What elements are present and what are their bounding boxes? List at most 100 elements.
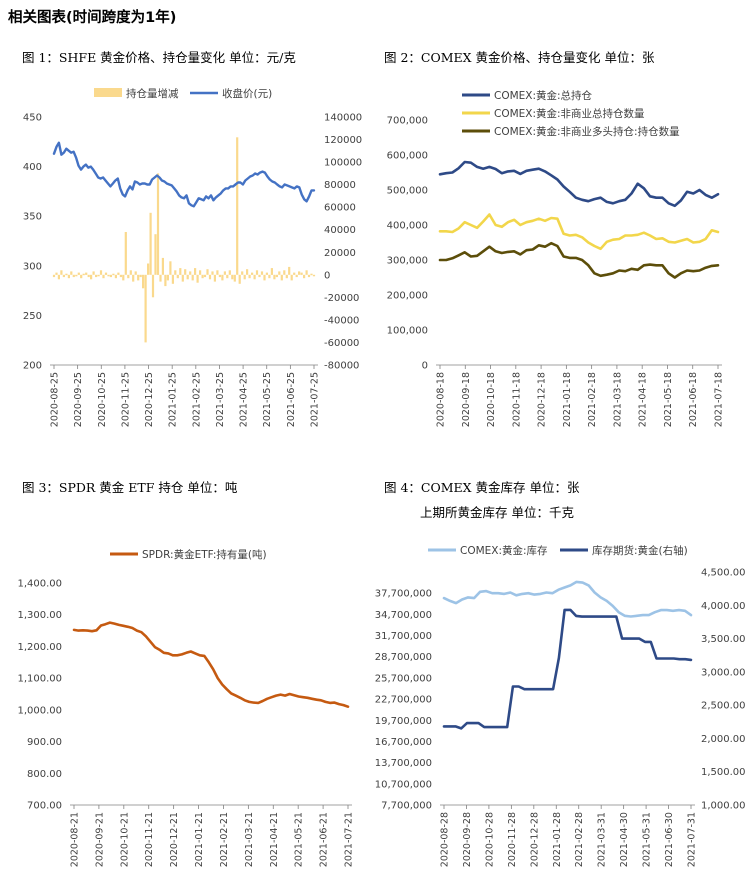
- fig1-oi-change-bar: [80, 274, 83, 279]
- fig2-x-tick-label: 2021-07-18: [714, 372, 725, 427]
- fig1-oi-change-bar: [285, 274, 288, 279]
- fig1-y-right-tick-label: -40000: [324, 315, 359, 326]
- fig4-y-tick-label: 16,700,000: [375, 737, 432, 748]
- fig2-series-line: [438, 160, 720, 208]
- fig1-oi-change-bar: [97, 274, 100, 277]
- fig4-x-tick-label: 2021-07-31: [687, 812, 698, 867]
- fig4-y-right-tick-label: 3,500.00: [701, 634, 746, 645]
- fig1-x-tick-label: 2021-02-25: [191, 372, 202, 427]
- fig1-oi-change-bar: [194, 268, 197, 275]
- fig1-oi-change-bar: [144, 274, 147, 343]
- fig4-y-tick-label: 34,700,000: [375, 610, 432, 621]
- fig3-x-tick-label: 2020-12-21: [169, 812, 180, 867]
- fig2-x-tick-label: 2021-06-18: [688, 372, 699, 427]
- fig4-y-right-tick-label: 2,000.00: [701, 734, 746, 745]
- fig3-y-tick-label: 1,300.00: [17, 610, 62, 621]
- fig2-y-tick-label: 600,000: [387, 151, 428, 162]
- fig3-x-tick-label: 2020-09-21: [94, 812, 105, 867]
- fig2-legend-1-label: COMEX:黄金:非商业总持仓数量: [494, 107, 645, 120]
- fig1-oi-change-bar: [137, 274, 140, 281]
- fig1-y-right-tick-label: 40000: [324, 225, 356, 236]
- fig4-y-right-tick-label: 4,500.00: [701, 568, 746, 579]
- fig1-oi-change-bar: [169, 261, 172, 275]
- fig1-y-right-tick-label: 100000: [324, 158, 362, 169]
- fig3-y-tick-label: 800.00: [27, 769, 62, 780]
- fig3-y-tick-label: 1,200.00: [17, 642, 62, 653]
- fig4-x-tick-label: 2021-05-31: [642, 812, 653, 867]
- fig2-x-tick-label: 2021-02-18: [587, 372, 598, 427]
- fig3-x-tick-label: 2021-04-21: [269, 812, 280, 867]
- fig4-x-tick-label: 2021-01-28: [552, 812, 563, 867]
- fig1-oi-change-bar: [75, 274, 78, 277]
- fig1-oi-change-bar: [129, 270, 132, 275]
- fig1-oi-change-bar: [55, 272, 58, 275]
- fig3-y-tick-label: 1,400.00: [17, 579, 62, 590]
- fig3-x-tick-label: 2021-02-21: [219, 812, 230, 867]
- fig1-oi-change-bar: [238, 274, 241, 284]
- fig1-oi-change-bar: [102, 274, 105, 279]
- fig1-oi-change-bar: [213, 274, 216, 282]
- fig2-y-tick-label: 700,000: [387, 116, 428, 127]
- fig1-y-tick-label: 400: [23, 162, 42, 173]
- fig4-legend-1-label: 库存期货:黄金(右轴): [592, 544, 688, 557]
- page-title: 相关图表(时间跨度为1年): [8, 10, 177, 26]
- fig4-y-tick-label: 28,700,000: [375, 652, 432, 663]
- fig1-oi-change-bar: [176, 274, 179, 279]
- fig1-oi-change-bar: [231, 274, 234, 280]
- fig1-y-right-tick-label: 20000: [324, 248, 356, 259]
- fig1-oi-change-bar: [273, 274, 276, 280]
- fig3-legend-label: SPDR:黄金ETF:持有量(吨): [142, 548, 267, 561]
- fig1-oi-change-bar: [199, 270, 202, 275]
- fig2-x-tick-label: 2021-01-18: [562, 372, 573, 427]
- fig1-oi-change-bar: [119, 274, 122, 278]
- fig4-x-tick-label: 2020-11-28: [507, 812, 518, 867]
- figure-4-caption-secondary: 上期所黄金库存 单位：千克: [420, 505, 574, 520]
- fig1-y-right-tick-label: 0: [324, 270, 330, 281]
- fig4-y-right-tick-label: 3,000.00: [701, 667, 746, 678]
- fig4-comex-inventory-line: [442, 580, 693, 618]
- fig1-oi-change-bar: [275, 274, 278, 278]
- fig1-oi-change-bar: [87, 274, 90, 278]
- fig1-oi-change-bar: [298, 271, 301, 275]
- fig1-oi-change-bar: [278, 271, 281, 275]
- fig4-shfe-inventory-line: [442, 608, 693, 730]
- fig1-oi-change-bar: [203, 274, 207, 278]
- fig4-y-tick-label: 10,700,000: [375, 779, 432, 790]
- fig2-y-tick-label: 500,000: [387, 186, 428, 197]
- fig3-y-tick-label: 1,000.00: [17, 705, 62, 716]
- fig1-oi-change-bar: [246, 269, 249, 275]
- fig1-legend-line-label: 收盘价(元): [222, 87, 272, 100]
- fig1-y-right-tick-label: 140000: [324, 113, 362, 124]
- fig4-x-tick-label: 2020-09-28: [462, 812, 473, 867]
- fig2-x-tick-label: 2020-11-18: [511, 372, 522, 427]
- fig1-oi-change-bar: [156, 173, 160, 275]
- fig1-oi-change-bar: [226, 274, 229, 279]
- fig3-x-tick-label: 2021-01-21: [194, 812, 205, 867]
- fig4-y-tick-label: 31,700,000: [375, 631, 432, 642]
- fig1-oi-change-bar: [159, 274, 162, 282]
- fig4-x-tick-label: 2020-10-28: [484, 812, 495, 867]
- fig1-oi-change-bar: [70, 271, 73, 275]
- fig4-x-tick-label: 2021-04-30: [619, 812, 630, 867]
- fig3-x-tick-label: 2021-05-21: [294, 812, 305, 867]
- fig2-x-tick-label: 2020-09-18: [461, 372, 472, 427]
- fig1-oi-change-bar: [211, 271, 214, 275]
- fig1-y-right-tick-label: 60000: [324, 203, 356, 214]
- fig1-oi-change-bar: [270, 268, 273, 275]
- fig1-oi-change-bar: [236, 137, 239, 275]
- fig1-oi-change-bar: [268, 274, 271, 279]
- fig1-oi-change-bar: [114, 274, 117, 279]
- fig4-y-tick-label: 25,700,000: [375, 673, 432, 684]
- fig4-legend-0-label: COMEX:黄金:库存: [460, 544, 548, 557]
- fig1-oi-change-bar: [293, 272, 296, 275]
- fig1-y-tick-label: 250: [23, 311, 42, 322]
- figure-3-caption: 图 3：SPDR 黄金 ETF 持仓 单位：吨: [22, 480, 238, 495]
- fig1-oi-change-bar: [241, 271, 244, 275]
- fig1-oi-change-bar: [253, 274, 256, 280]
- fig1-y-right-tick-label: 120000: [324, 135, 362, 146]
- fig1-y-right-tick-label: 80000: [324, 180, 356, 191]
- fig1-oi-change-bar: [85, 272, 88, 275]
- fig1-y-tick-label: 200: [23, 361, 42, 372]
- fig1-oi-change-bar: [310, 273, 313, 276]
